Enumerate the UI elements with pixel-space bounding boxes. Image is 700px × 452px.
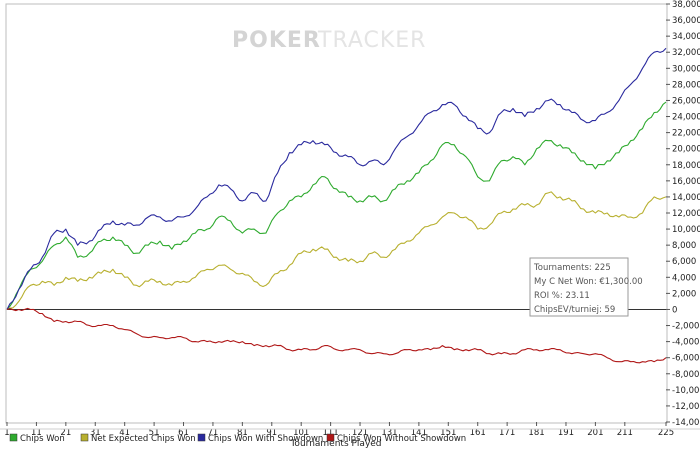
x-tick-label: 101 xyxy=(293,428,309,438)
x-axis-title: Tournaments Played xyxy=(289,439,381,449)
legend-label: Chips Won xyxy=(20,434,65,444)
x-tick-label: 181 xyxy=(528,428,544,438)
legend-swatch xyxy=(326,433,335,442)
y-tick-label: 6,000 xyxy=(672,257,696,267)
x-tick-label: 111 xyxy=(322,428,338,438)
x-tick-label: 91 xyxy=(266,428,277,438)
y-tick-label: -4,000 xyxy=(672,338,699,348)
plot-area xyxy=(5,3,668,424)
x-tick-label: 171 xyxy=(499,428,515,438)
y-tick-label: 0 xyxy=(672,305,677,315)
y-tick-label: 2,000 xyxy=(672,289,696,299)
y-tick-label: 36,000 xyxy=(672,16,700,26)
x-tick-label: 61 xyxy=(178,428,189,438)
y-tick-label: 38,000 xyxy=(672,0,700,10)
legend-label: Net Expected Chips Won xyxy=(91,434,196,444)
y-tick-label: 4,000 xyxy=(672,273,696,283)
x-tick-label: 141 xyxy=(411,428,427,438)
x-tick-label: 41 xyxy=(119,428,130,438)
y-tick-label: 32,000 xyxy=(672,48,700,58)
y-tick-label: 30,000 xyxy=(672,64,700,74)
x-tick-label: 1 xyxy=(4,428,9,438)
info-box: Tournaments: 225 My C Net Won: €1,300.00… xyxy=(529,257,643,317)
x-tick-label: 31 xyxy=(90,428,101,438)
series-layer xyxy=(6,47,667,364)
watermark-tracker: TRACKER xyxy=(317,28,426,53)
y-tick-label: 16,000 xyxy=(672,177,700,187)
y-tick-label: 12,000 xyxy=(672,209,700,219)
y-tick-label: -12,000 xyxy=(672,402,700,412)
y-tick-label: -10,000 xyxy=(672,386,700,396)
x-tick-label: 151 xyxy=(440,428,456,438)
legend-swatch xyxy=(80,433,89,442)
y-tick-label: 28,000 xyxy=(672,80,700,90)
x-tick-label: 131 xyxy=(381,428,397,438)
series-line-3 xyxy=(6,47,667,310)
y-tick-label: 26,000 xyxy=(672,96,700,106)
series-line-2 xyxy=(6,191,667,311)
x-tick-label: 21 xyxy=(60,428,71,438)
watermark-poker: POKER xyxy=(232,28,321,53)
y-tick-label: 24,000 xyxy=(672,113,700,123)
y-tick-label: 22,000 xyxy=(672,129,700,139)
info-roi: ROI %: 23.11 xyxy=(534,291,590,301)
x-tick-label: 71 xyxy=(208,428,219,438)
x-tick-label: 81 xyxy=(237,428,248,438)
y-tick-label: 34,000 xyxy=(672,32,700,42)
series-line-4 xyxy=(6,307,667,364)
x-tick-label: 161 xyxy=(470,428,486,438)
series-line-1 xyxy=(6,101,667,310)
info-chipsev: ChipsEV/turniej: 59 xyxy=(534,305,615,315)
x-tick-label: 211 xyxy=(617,428,633,438)
x-tick-label: 225 xyxy=(658,428,674,438)
y-tick-label: 10,000 xyxy=(672,225,700,235)
info-box-frame xyxy=(529,257,629,317)
watermark: POKER TRACKER xyxy=(232,28,426,53)
x-tick-label: 121 xyxy=(352,428,368,438)
legend-label: Chips Won With Showdown xyxy=(208,434,323,444)
y-tick-label: 8,000 xyxy=(672,241,696,251)
y-tick-label: 14,000 xyxy=(672,193,700,203)
x-tick-label: 51 xyxy=(149,428,160,438)
x-tick-label: 11 xyxy=(31,428,42,438)
y-tick-label: -8,000 xyxy=(672,370,699,380)
info-tournaments: Tournaments: 225 xyxy=(533,263,611,273)
x-tick-label: 191 xyxy=(558,428,574,438)
legend-swatch xyxy=(9,433,18,442)
y-tick-label: 20,000 xyxy=(672,145,700,155)
x-tick-label: 201 xyxy=(587,428,603,438)
legend-swatch xyxy=(197,433,206,442)
info-net-won: My C Net Won: €1,300.00 xyxy=(534,277,643,287)
y-tick-label: -14,000 xyxy=(672,418,700,428)
y-tick-label: 18,000 xyxy=(672,161,700,171)
y-axis: -14,000 -12,000 -10,000 -8,000 -6,000 -4,000 -… xyxy=(666,0,700,428)
legend: Chips Won Net Expected Chips Won Chips Won… xyxy=(9,433,466,444)
x-axis: 1 11 21 31 41 51 61 71 81 91 101 111 121 131 141 151 161… xyxy=(4,422,674,438)
y-tick-label: -6,000 xyxy=(672,354,699,364)
y-tick-label: -2,000 xyxy=(672,322,699,332)
legend-label: Chips Won Without Showdown xyxy=(337,434,466,444)
